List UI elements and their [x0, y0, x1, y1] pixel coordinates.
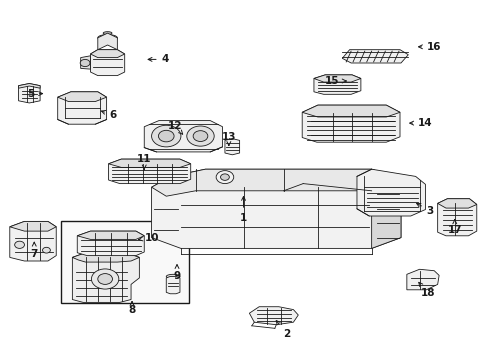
Text: 10: 10: [138, 233, 159, 243]
Text: 8: 8: [128, 302, 135, 315]
Text: 11: 11: [137, 154, 151, 170]
Polygon shape: [166, 276, 180, 294]
Polygon shape: [302, 105, 399, 117]
Bar: [61, 221, 189, 303]
Polygon shape: [77, 231, 144, 239]
Ellipse shape: [166, 274, 180, 279]
Circle shape: [91, 269, 119, 289]
Circle shape: [42, 247, 50, 253]
Polygon shape: [81, 56, 90, 69]
Polygon shape: [342, 50, 407, 63]
Polygon shape: [371, 169, 400, 248]
Polygon shape: [72, 253, 139, 302]
Polygon shape: [151, 169, 400, 248]
Circle shape: [186, 126, 214, 146]
Text: 17: 17: [447, 220, 461, 235]
Polygon shape: [144, 121, 222, 152]
Polygon shape: [249, 307, 298, 325]
Polygon shape: [72, 253, 139, 262]
Polygon shape: [313, 75, 360, 82]
Text: 15: 15: [325, 76, 346, 86]
Text: 9: 9: [173, 265, 180, 282]
Circle shape: [151, 125, 181, 147]
Polygon shape: [98, 33, 117, 50]
Polygon shape: [58, 92, 106, 124]
Polygon shape: [58, 92, 106, 102]
Text: 3: 3: [416, 203, 433, 216]
Polygon shape: [406, 269, 438, 290]
Polygon shape: [77, 231, 144, 256]
Text: 5: 5: [27, 89, 42, 99]
Polygon shape: [437, 199, 476, 208]
Polygon shape: [10, 221, 56, 261]
Polygon shape: [108, 159, 190, 184]
Text: 18: 18: [418, 282, 434, 298]
Ellipse shape: [98, 35, 117, 41]
Polygon shape: [224, 139, 239, 155]
Text: 4: 4: [148, 54, 169, 64]
Circle shape: [220, 174, 229, 180]
Text: 13: 13: [221, 132, 236, 145]
Circle shape: [216, 171, 233, 184]
Circle shape: [193, 131, 207, 141]
Circle shape: [80, 59, 90, 67]
Text: 6: 6: [101, 110, 117, 120]
Polygon shape: [437, 199, 476, 236]
Polygon shape: [151, 169, 400, 196]
Text: 1: 1: [240, 197, 246, 223]
Text: 2: 2: [276, 320, 290, 339]
Ellipse shape: [103, 32, 112, 35]
Polygon shape: [356, 169, 425, 216]
Text: 14: 14: [409, 118, 432, 128]
Polygon shape: [302, 105, 399, 142]
Circle shape: [15, 241, 24, 248]
Text: 12: 12: [167, 121, 183, 134]
Polygon shape: [313, 75, 360, 94]
Polygon shape: [19, 84, 40, 88]
Circle shape: [158, 130, 174, 142]
Polygon shape: [90, 50, 124, 76]
Polygon shape: [90, 50, 124, 58]
Circle shape: [98, 274, 112, 284]
Text: 7: 7: [30, 242, 38, 259]
Polygon shape: [10, 221, 56, 231]
Polygon shape: [19, 84, 40, 103]
Polygon shape: [108, 159, 190, 167]
Text: 16: 16: [418, 42, 441, 52]
